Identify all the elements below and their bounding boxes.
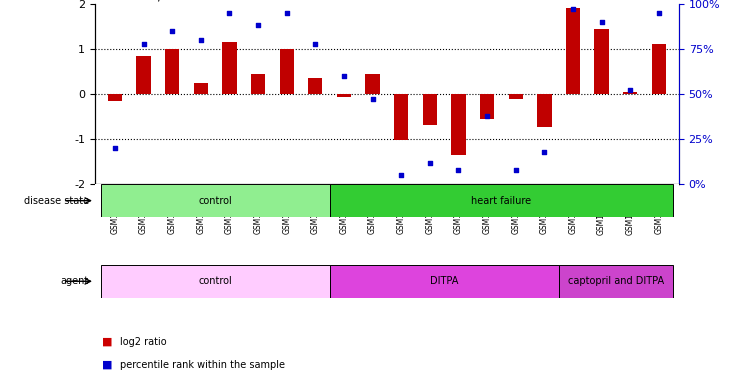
- Bar: [108, 94, 122, 101]
- Text: DITPA: DITPA: [430, 276, 458, 286]
- Point: [596, 19, 607, 25]
- Text: disease state: disease state: [24, 195, 89, 206]
- Bar: [251, 74, 265, 94]
- Bar: [480, 94, 494, 119]
- Point: [424, 160, 436, 166]
- Bar: [594, 29, 609, 94]
- Point: [653, 10, 665, 16]
- Bar: [509, 94, 523, 99]
- Bar: [308, 78, 323, 94]
- Bar: [652, 45, 666, 94]
- Text: heart failure: heart failure: [472, 195, 531, 206]
- Point: [109, 145, 120, 151]
- Bar: [330, 184, 673, 217]
- Text: GDS2174 / 12022: GDS2174 / 12022: [95, 0, 206, 3]
- Point: [366, 96, 378, 103]
- Text: captopril and DITPA: captopril and DITPA: [568, 276, 664, 286]
- Bar: [165, 49, 180, 94]
- Point: [253, 22, 264, 28]
- Point: [481, 113, 493, 119]
- Text: ■: ■: [102, 360, 112, 370]
- Bar: [330, 265, 558, 298]
- Text: log2 ratio: log2 ratio: [120, 337, 167, 347]
- Bar: [223, 42, 237, 94]
- Text: control: control: [199, 195, 232, 206]
- Point: [310, 40, 321, 46]
- Point: [223, 10, 235, 16]
- Point: [138, 40, 150, 46]
- Bar: [451, 94, 466, 155]
- Bar: [366, 74, 380, 94]
- Bar: [566, 8, 580, 94]
- Bar: [337, 94, 351, 97]
- Point: [510, 167, 521, 173]
- Text: ■: ■: [102, 337, 112, 347]
- Point: [567, 6, 579, 12]
- Text: agent: agent: [61, 276, 89, 286]
- Bar: [423, 94, 437, 125]
- Bar: [394, 94, 408, 140]
- Bar: [137, 56, 150, 94]
- Point: [166, 28, 178, 34]
- Point: [624, 88, 636, 94]
- Point: [453, 167, 464, 173]
- Text: control: control: [199, 276, 232, 286]
- Text: percentile rank within the sample: percentile rank within the sample: [120, 360, 285, 370]
- Bar: [101, 265, 330, 298]
- Bar: [623, 92, 637, 94]
- Point: [338, 73, 350, 79]
- Bar: [101, 184, 330, 217]
- Point: [281, 10, 293, 16]
- Point: [396, 172, 407, 178]
- Point: [539, 149, 550, 155]
- Bar: [193, 83, 208, 94]
- Bar: [280, 49, 294, 94]
- Bar: [537, 94, 551, 127]
- Point: [195, 37, 207, 43]
- Bar: [558, 265, 673, 298]
